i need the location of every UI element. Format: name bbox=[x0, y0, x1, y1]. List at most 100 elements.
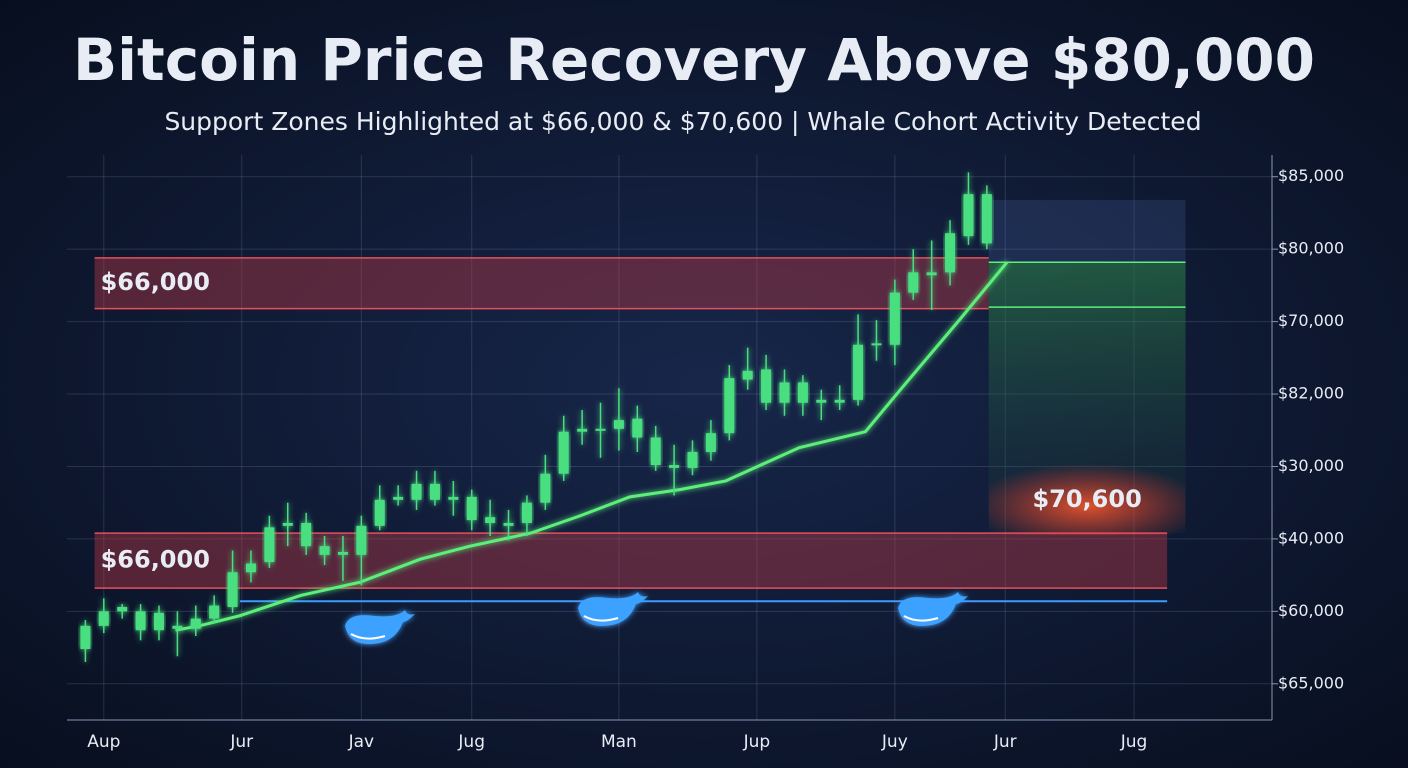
candle bbox=[172, 611, 183, 657]
candle bbox=[724, 365, 735, 441]
candle bbox=[577, 409, 588, 445]
candle bbox=[613, 388, 624, 451]
candle bbox=[393, 485, 404, 506]
x-tick-label: Jug bbox=[457, 732, 485, 752]
candle bbox=[945, 220, 956, 286]
candle-body bbox=[871, 343, 882, 346]
candle-body bbox=[687, 451, 698, 468]
candle bbox=[871, 320, 882, 361]
candle bbox=[963, 172, 974, 245]
candle bbox=[650, 425, 661, 471]
candle bbox=[687, 440, 698, 476]
candle bbox=[908, 249, 919, 300]
x-tick-label: Jur bbox=[229, 732, 253, 752]
x-tick-label: Aup bbox=[87, 732, 120, 752]
candle-body bbox=[190, 618, 201, 629]
candle-body bbox=[245, 563, 256, 573]
candle-body bbox=[613, 420, 624, 429]
projection-top bbox=[988, 199, 1186, 263]
candle-body bbox=[797, 382, 808, 403]
candle bbox=[227, 550, 238, 613]
candle bbox=[889, 279, 900, 366]
candle bbox=[595, 402, 606, 458]
candle bbox=[779, 369, 790, 416]
candle bbox=[282, 502, 293, 547]
y-tick-label: $30,000 bbox=[1278, 456, 1344, 475]
whale-icon bbox=[345, 610, 415, 644]
candle-body bbox=[577, 428, 588, 432]
candle bbox=[98, 598, 109, 634]
candle bbox=[153, 605, 164, 641]
candle-body bbox=[945, 233, 956, 273]
candle bbox=[80, 620, 91, 663]
y-tick-label: $40,000 bbox=[1278, 528, 1344, 547]
candle-body bbox=[816, 399, 827, 403]
candle bbox=[521, 495, 532, 537]
candle bbox=[301, 512, 312, 555]
plot: $85,000 $80,000 $70,000 $82,000 $30,000 $40,0… bbox=[67, 155, 1344, 752]
candle-body bbox=[761, 369, 772, 403]
candle-body bbox=[908, 272, 919, 293]
candle-body bbox=[521, 502, 532, 523]
candle-body bbox=[393, 496, 404, 500]
candle bbox=[540, 454, 551, 510]
candle-body bbox=[135, 611, 146, 631]
y-tick-label: $80,000 bbox=[1278, 239, 1344, 258]
candle-body bbox=[650, 437, 661, 466]
candle-body bbox=[558, 431, 569, 474]
candle bbox=[448, 480, 459, 516]
candle-body bbox=[356, 525, 367, 555]
annotation-glow bbox=[988, 463, 1186, 536]
candle-body bbox=[319, 546, 330, 555]
candle bbox=[466, 489, 477, 531]
candle-body bbox=[429, 483, 440, 500]
candle-body bbox=[98, 611, 109, 626]
candle-body bbox=[301, 522, 312, 547]
candle-body bbox=[834, 399, 845, 403]
candle-body bbox=[981, 194, 992, 244]
candle-body bbox=[632, 418, 643, 438]
support-zone bbox=[94, 257, 989, 309]
candle-body bbox=[448, 496, 459, 500]
candle-body bbox=[540, 473, 551, 503]
candle-body bbox=[227, 572, 238, 607]
chart-title: Bitcoin Price Recovery Above $80,000 bbox=[73, 26, 1315, 94]
support-zone bbox=[94, 533, 1168, 589]
candle bbox=[117, 604, 128, 619]
zone-label: $66,000 bbox=[101, 546, 210, 574]
y-tick-label: $60,000 bbox=[1278, 601, 1344, 620]
candle bbox=[834, 385, 845, 410]
candle-body bbox=[669, 465, 680, 468]
candle bbox=[209, 595, 220, 623]
candle bbox=[411, 470, 422, 510]
candle-body bbox=[485, 517, 496, 523]
candle-body bbox=[80, 625, 91, 650]
candle-body bbox=[466, 496, 477, 521]
x-tick-label: Juy bbox=[881, 732, 908, 752]
candle-body bbox=[337, 551, 348, 555]
x-tick-label: Jav bbox=[348, 732, 375, 752]
candle bbox=[337, 536, 348, 581]
candle bbox=[981, 185, 992, 250]
zone-label: $66,000 bbox=[101, 268, 210, 296]
candle bbox=[797, 375, 808, 416]
x-tick-label: Jup bbox=[743, 732, 771, 752]
candle-body bbox=[963, 194, 974, 237]
candle-body bbox=[595, 428, 606, 431]
candle bbox=[429, 470, 440, 506]
y-tick-label: $85,000 bbox=[1278, 166, 1344, 185]
whale-icon bbox=[898, 592, 968, 626]
candle-body bbox=[853, 344, 864, 400]
chart-subtitle: Support Zones Highlighted at $66,000 & $… bbox=[164, 107, 1201, 136]
candle bbox=[374, 485, 385, 531]
candle-body bbox=[209, 605, 220, 619]
y-tick-label: $65,000 bbox=[1278, 673, 1344, 692]
candle bbox=[503, 509, 514, 541]
candle bbox=[245, 550, 256, 583]
whale-icon bbox=[578, 592, 648, 626]
x-tick-label: Jur bbox=[993, 732, 1017, 752]
candle-body bbox=[889, 292, 900, 345]
candle bbox=[669, 444, 680, 496]
